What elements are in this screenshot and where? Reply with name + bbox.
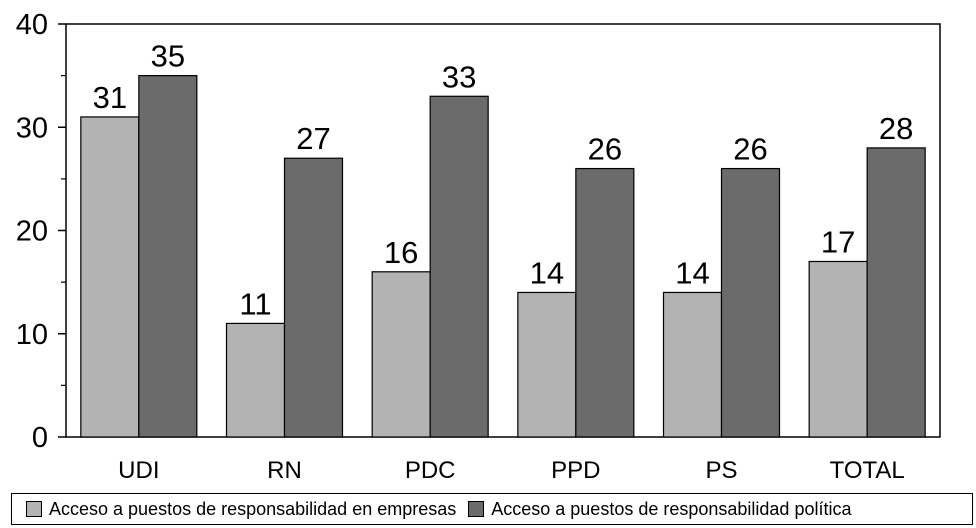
bar-value-label: 14 bbox=[675, 255, 709, 290]
y-tick-label: 30 bbox=[16, 112, 48, 144]
legend-swatch-politica bbox=[468, 501, 485, 517]
x-tick-label: PDC bbox=[405, 457, 456, 484]
bar bbox=[138, 75, 198, 438]
bar-value-label: 17 bbox=[821, 224, 855, 259]
x-tick-label: PPD bbox=[551, 457, 600, 484]
y-tick-label: 40 bbox=[16, 9, 48, 41]
bar-chart: 0 10 20 30 40 31 35 11 27 16 33 14 26 14 26 17 28 UDI RN… bbox=[16, 9, 941, 484]
bar-value-label: 26 bbox=[588, 132, 622, 167]
legend-swatch-empresas bbox=[26, 501, 42, 517]
bar bbox=[517, 291, 577, 438]
x-tick-label: TOTAL bbox=[830, 457, 905, 484]
bar-value-label: 35 bbox=[151, 39, 185, 74]
bar-value-label: 31 bbox=[93, 80, 127, 115]
legend-item-politica: Acceso a puestos de responsabilidad polí… bbox=[468, 499, 851, 520]
legend-item-empresas: Acceso a puestos de responsabilidad en e… bbox=[26, 499, 456, 520]
bar-value-label: 16 bbox=[384, 235, 418, 270]
bars bbox=[80, 75, 926, 438]
y-tick-label: 20 bbox=[16, 216, 48, 248]
bar-value-label: 26 bbox=[733, 132, 767, 167]
bar bbox=[371, 271, 431, 438]
y-tick-label: 10 bbox=[16, 319, 48, 351]
x-tick-label: UDI bbox=[118, 457, 159, 484]
bar bbox=[283, 157, 344, 438]
bar bbox=[720, 167, 781, 438]
bar-value-label: 33 bbox=[442, 59, 476, 94]
y-tick-label: 0 bbox=[32, 422, 48, 454]
y-axis: 0 10 20 30 40 bbox=[16, 9, 66, 454]
x-tick-label: PS bbox=[705, 457, 737, 484]
bar-value-label: 27 bbox=[296, 121, 330, 156]
legend-label-empresas: Acceso a puestos de responsabilidad en e… bbox=[49, 498, 457, 519]
bar bbox=[429, 95, 489, 438]
bar-value-label: 11 bbox=[239, 286, 271, 321]
x-tick-label: RN bbox=[267, 457, 302, 484]
bar bbox=[80, 116, 140, 438]
bar bbox=[808, 260, 868, 438]
bar bbox=[866, 147, 926, 438]
x-axis: UDI RN PDC PPD PS TOTAL bbox=[118, 457, 905, 484]
plot-area bbox=[65, 23, 941, 438]
legend: Acceso a puestos de responsabilidad en e… bbox=[11, 493, 973, 525]
legend-label-politica: Acceso a puestos de responsabilidad polí… bbox=[491, 498, 852, 519]
bar bbox=[225, 322, 286, 438]
bar-value-label: 28 bbox=[879, 111, 913, 146]
bar-value-label: 14 bbox=[530, 255, 564, 290]
bar bbox=[662, 291, 723, 438]
bar bbox=[575, 167, 635, 438]
data-labels: 31 35 11 27 16 33 14 26 14 26 17 28 bbox=[93, 39, 914, 322]
